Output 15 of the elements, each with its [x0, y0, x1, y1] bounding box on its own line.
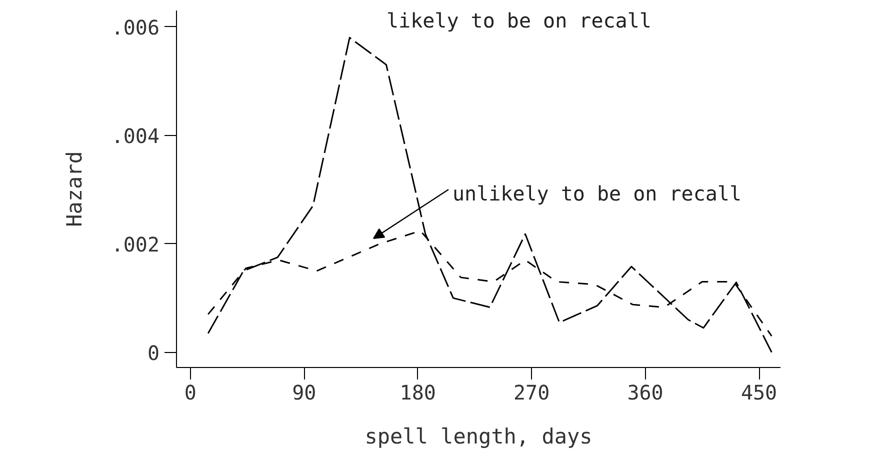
x-tick-label: 0	[184, 380, 196, 404]
annotation: unlikely to be on recall	[452, 182, 742, 206]
x-tick-label: 270	[514, 380, 550, 404]
y-tick-label: .002	[111, 232, 160, 256]
y-axis-title: Hazard	[62, 151, 86, 227]
y-tick-label: .004	[111, 124, 160, 148]
x-tick-label: 450	[740, 380, 778, 404]
y-tick-label: .006	[111, 15, 160, 40]
y-tick-label: 0	[147, 340, 160, 365]
line-series	[207, 36, 772, 354]
x-axis-title: spell length, days	[364, 424, 592, 448]
x-tick-label: 180	[400, 380, 436, 404]
annotation: likely to be on recall	[386, 8, 652, 32]
x-tick-label: 360	[627, 380, 664, 404]
x-tick-label: 90	[292, 380, 316, 404]
